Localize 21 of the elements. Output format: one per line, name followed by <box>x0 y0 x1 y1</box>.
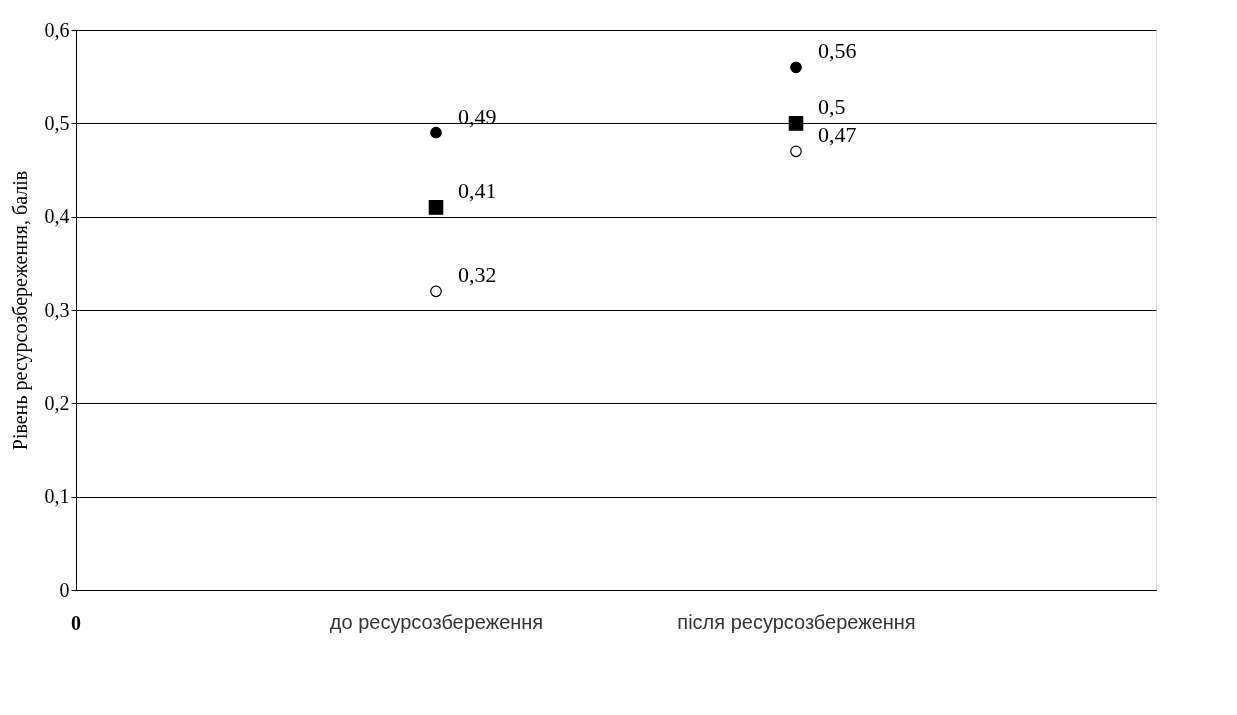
y-tick-label: 0,1 <box>44 485 70 508</box>
x-tick-label: до ресурсозбереження <box>329 610 544 633</box>
data-label: 0,47 <box>818 122 857 148</box>
y-tick-label: 0,5 <box>44 111 70 134</box>
data-label: 0,41 <box>458 178 497 204</box>
point <box>788 116 804 131</box>
point <box>430 126 442 139</box>
y-axis-title: Рівень ресурсозбереження, балів <box>8 170 32 451</box>
data-label: 0,32 <box>458 262 497 288</box>
y-tick-label: 0,6 <box>44 18 70 41</box>
y-tick-label: 0,4 <box>44 205 70 228</box>
point <box>430 285 442 298</box>
y-tick-label: 0 <box>59 578 70 601</box>
point <box>790 145 802 158</box>
y-tick-label: 0,2 <box>44 391 70 414</box>
point <box>790 61 802 74</box>
x-tick-label: після ресурсозбереження <box>677 610 916 633</box>
data-label: 0,5 <box>818 94 846 120</box>
data-label: 0,56 <box>818 38 857 64</box>
y-tick-label: 0,3 <box>44 298 70 321</box>
point <box>428 200 444 215</box>
